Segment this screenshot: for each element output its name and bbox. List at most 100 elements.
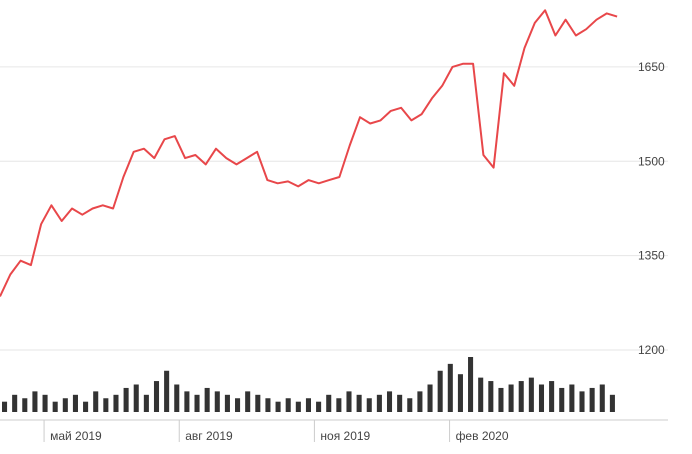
- volume-bar: [549, 381, 554, 412]
- price-point: [482, 154, 484, 156]
- price-point: [102, 204, 104, 206]
- volume-bar: [134, 385, 139, 413]
- price-point: [236, 163, 238, 165]
- volume-bar: [559, 388, 564, 412]
- volume-bar: [579, 391, 584, 412]
- volume-bar: [194, 395, 199, 412]
- price-point: [585, 28, 587, 30]
- volume-bar: [306, 398, 311, 412]
- price-point: [575, 34, 577, 36]
- price-point: [421, 113, 423, 115]
- price-point: [40, 223, 42, 225]
- price-point: [266, 179, 268, 181]
- price-point: [431, 97, 433, 99]
- price-point: [277, 182, 279, 184]
- price-point: [616, 16, 618, 18]
- volume-bar: [174, 385, 179, 413]
- volume-bar: [73, 395, 78, 412]
- price-point: [164, 138, 166, 140]
- price-point: [20, 260, 22, 262]
- price-point: [400, 107, 402, 109]
- volume-bar: [519, 381, 524, 412]
- price-point: [606, 12, 608, 14]
- volume-bar: [53, 402, 58, 412]
- price-point: [50, 204, 52, 206]
- volume-bar: [12, 395, 17, 412]
- x-tick-label: фев 2020: [456, 429, 509, 443]
- volume-bar: [205, 388, 210, 412]
- price-point: [554, 34, 556, 36]
- volume-bar: [316, 402, 321, 412]
- price-point: [441, 85, 443, 87]
- price-point: [297, 185, 299, 187]
- volume-bar: [448, 364, 453, 412]
- volume-bar: [488, 381, 493, 412]
- price-point: [133, 151, 135, 153]
- price-point: [61, 220, 63, 222]
- volume-bar: [438, 371, 443, 412]
- volume-bar: [478, 378, 483, 412]
- volume-bar: [509, 385, 514, 413]
- price-point: [493, 167, 495, 169]
- volume-bar: [296, 402, 301, 412]
- price-point: [174, 135, 176, 137]
- volume-bar: [144, 395, 149, 412]
- price-point: [112, 207, 114, 209]
- volume-bar: [276, 402, 281, 412]
- y-tick-label: 1350: [638, 249, 665, 263]
- price-point: [205, 163, 207, 165]
- volume-bar: [397, 395, 402, 412]
- price-point: [308, 179, 310, 181]
- volume-bar: [103, 398, 108, 412]
- x-tick-label: авг 2019: [185, 429, 233, 443]
- volume-bar: [225, 395, 230, 412]
- volume-bar: [387, 391, 392, 412]
- volume-bar: [610, 395, 615, 412]
- price-point: [513, 85, 515, 87]
- volume-bar: [63, 398, 68, 412]
- volume-bar: [326, 395, 331, 412]
- volume-bar: [600, 385, 605, 413]
- price-point: [122, 176, 124, 178]
- price-point: [287, 180, 289, 182]
- price-point: [92, 207, 94, 209]
- volume-bar: [265, 398, 270, 412]
- price-point: [349, 145, 351, 147]
- price-point: [9, 274, 11, 276]
- price-point: [595, 19, 597, 21]
- volume-bar: [417, 391, 422, 412]
- price-point: [328, 179, 330, 181]
- volume-bar: [590, 388, 595, 412]
- price-point: [390, 110, 392, 112]
- volume-bar: [468, 357, 473, 412]
- price-point: [225, 157, 227, 159]
- price-point: [318, 182, 320, 184]
- price-point: [534, 22, 536, 24]
- price-line: [0, 10, 617, 296]
- price-point: [369, 123, 371, 125]
- volume-bar: [43, 395, 48, 412]
- price-point: [153, 157, 155, 159]
- price-point: [462, 63, 464, 65]
- price-point: [544, 9, 546, 11]
- volume-bar: [255, 395, 260, 412]
- price-point: [380, 119, 382, 121]
- volume-bar: [22, 398, 27, 412]
- volume-bar: [154, 381, 159, 412]
- y-tick-label: 1200: [638, 343, 665, 357]
- volume-bar: [113, 395, 118, 412]
- volume-bar: [235, 398, 240, 412]
- price-point: [338, 176, 340, 178]
- volume-bar: [2, 402, 7, 412]
- price-point: [194, 154, 196, 156]
- price-point: [30, 264, 32, 266]
- volume-bar: [346, 391, 351, 412]
- volume-bar: [245, 391, 250, 412]
- price-point: [184, 157, 186, 159]
- volume-bar: [215, 391, 220, 412]
- volume-bar: [498, 388, 503, 412]
- volume-bar: [367, 398, 372, 412]
- price-point: [81, 214, 83, 216]
- volume-bar: [164, 371, 169, 412]
